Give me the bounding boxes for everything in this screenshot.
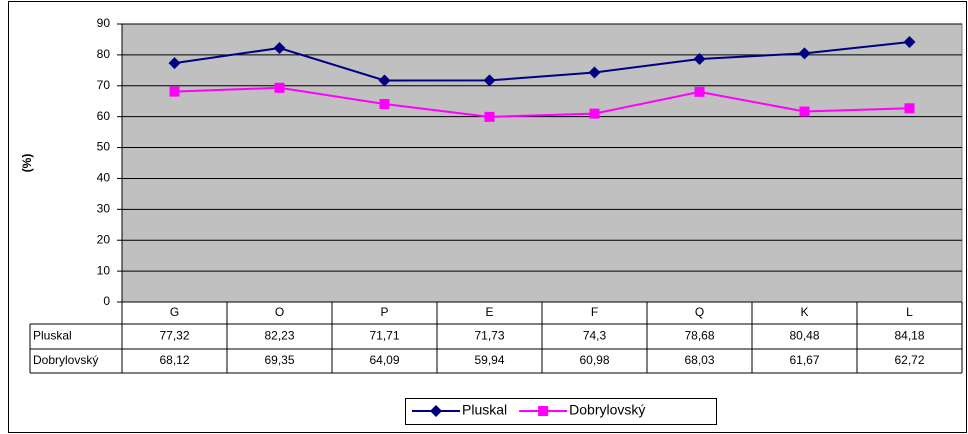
marker [484, 111, 495, 122]
marker [904, 103, 915, 114]
y-tick-label: 80 [97, 47, 111, 61]
x-tick-label: P [380, 305, 388, 319]
table-row-header: Pluskal [33, 329, 72, 343]
marker [483, 74, 496, 87]
y-tick-label: 40 [97, 171, 111, 185]
y-tick-label: 20 [97, 232, 111, 246]
table-cell: 77,32 [159, 329, 189, 343]
marker [168, 57, 181, 70]
table-cell: 71,73 [474, 329, 504, 343]
y-tick-label: 30 [97, 202, 111, 216]
series-line [174, 40, 910, 82]
x-tick-label: Q [695, 305, 704, 319]
table-row-header: Dobrylovský [33, 353, 98, 367]
marker [799, 106, 810, 117]
table-cell: 60,98 [579, 353, 609, 367]
table-cell: 69,35 [264, 353, 294, 367]
marker [379, 99, 390, 110]
y-tick-label: 90 [97, 16, 111, 30]
y-tick-label: 70 [97, 78, 111, 92]
marker [589, 108, 600, 119]
marker [588, 66, 601, 79]
table-cell: 62,72 [894, 353, 924, 367]
table-cell: 68,03 [684, 353, 714, 367]
table-cell: 68,12 [159, 353, 189, 367]
y-axis-label: (%) [20, 154, 34, 173]
y-tick-label: 50 [97, 140, 111, 154]
series-line [174, 86, 910, 118]
x-tick-label: L [906, 305, 913, 319]
table-cell: 59,94 [474, 353, 504, 367]
table-cell: 82,23 [264, 329, 294, 343]
marker [693, 52, 706, 65]
x-tick-label: E [485, 305, 493, 319]
legend-label: Dobrylovský [569, 402, 645, 418]
marker [694, 86, 705, 97]
table-cell: 84,18 [894, 329, 924, 343]
y-tick-label: 0 [103, 294, 110, 308]
legend-marker [430, 405, 442, 417]
marker [273, 42, 286, 55]
legend-marker [538, 406, 549, 416]
marker [274, 82, 285, 93]
table-cell: 61,67 [789, 353, 819, 367]
marker [903, 35, 916, 48]
y-tick-label: 60 [97, 109, 111, 123]
y-tick-label: 10 [97, 263, 111, 277]
marker [169, 86, 180, 97]
marker [378, 74, 391, 87]
legend-label: Pluskal [462, 402, 507, 418]
table-cell: 80,48 [789, 329, 819, 343]
plot-area [121, 23, 963, 303]
table-cell: 71,71 [369, 329, 399, 343]
x-tick-label: G [170, 305, 179, 319]
x-tick-label: O [275, 305, 284, 319]
table-cell: 74,3 [583, 329, 607, 343]
marker [798, 47, 811, 60]
x-tick-label: K [800, 305, 808, 319]
x-tick-label: F [591, 305, 598, 319]
table-cell: 78,68 [684, 329, 714, 343]
table-cell: 64,09 [369, 353, 399, 367]
